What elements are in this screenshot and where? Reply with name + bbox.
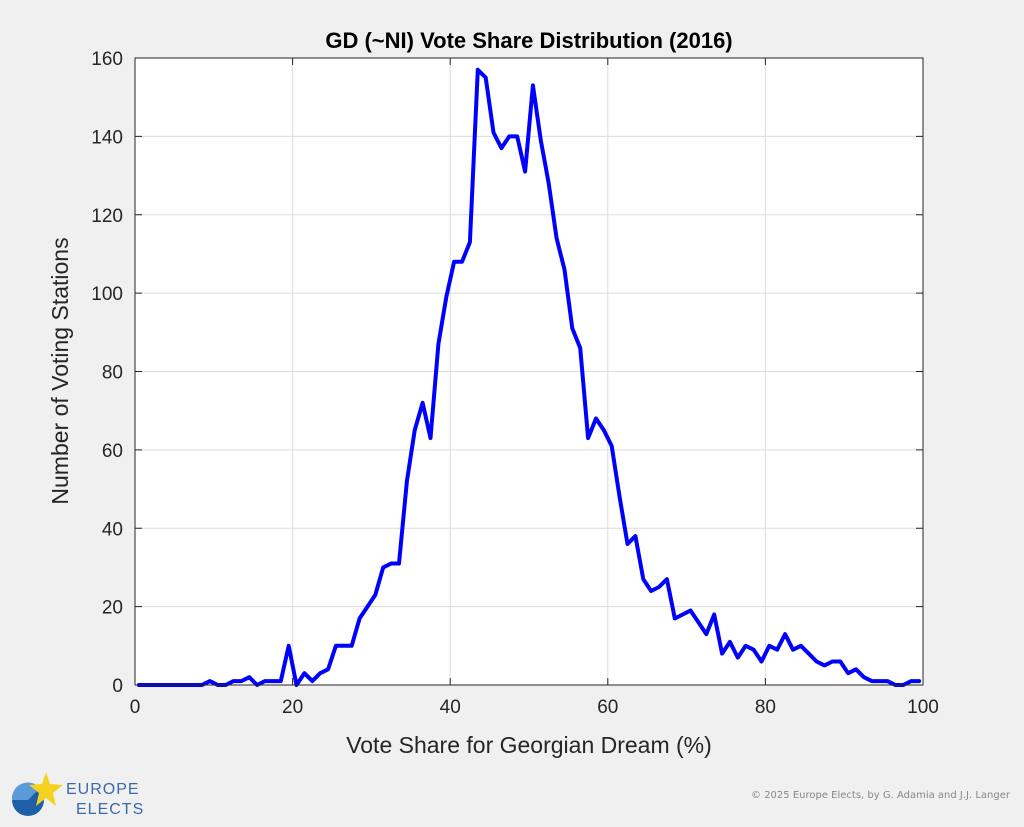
- y-tick-label: 100: [91, 284, 123, 305]
- y-tick-label: 80: [102, 363, 123, 384]
- y-tick-label: 160: [91, 49, 123, 70]
- x-tick-label: 40: [440, 697, 461, 718]
- plot-frame: [134, 57, 924, 686]
- x-tick-label: 80: [755, 697, 776, 718]
- chart-title: GD (~NI) Vote Share Distribution (2016): [325, 28, 732, 53]
- y-tick-label: 60: [102, 441, 123, 462]
- y-axis-label: Number of Voting Stations: [47, 237, 73, 504]
- europe-elects-logo: EUROPE ELECTS: [11, 772, 144, 818]
- copyright-notice: © 2025 Europe Elects, by G. Adamia and J…: [751, 790, 1010, 801]
- axes: [134, 57, 924, 686]
- y-tick-label: 40: [102, 519, 123, 540]
- x-tick-label: 100: [907, 697, 939, 718]
- y-tick-label: 120: [91, 206, 123, 227]
- y-tick-label: 20: [102, 598, 123, 619]
- logo-line2: ELECTS: [76, 801, 144, 818]
- series-line: [136, 67, 922, 687]
- x-tick-label: 0: [130, 697, 141, 718]
- y-tick-label: 0: [112, 676, 123, 697]
- x-axis-label: Vote Share for Georgian Dream (%): [346, 732, 712, 758]
- star-icon: [29, 772, 63, 806]
- y-tick-label: 140: [91, 127, 123, 148]
- x-tick-label: 60: [597, 697, 618, 718]
- series-group: [136, 67, 922, 687]
- x-tick-label: 20: [282, 697, 303, 718]
- tick-labels: 0 20 40 60 80 100 0 20 40 60 80 100 120 140 160: [91, 49, 939, 718]
- logo-line1: EUROPE: [66, 781, 140, 798]
